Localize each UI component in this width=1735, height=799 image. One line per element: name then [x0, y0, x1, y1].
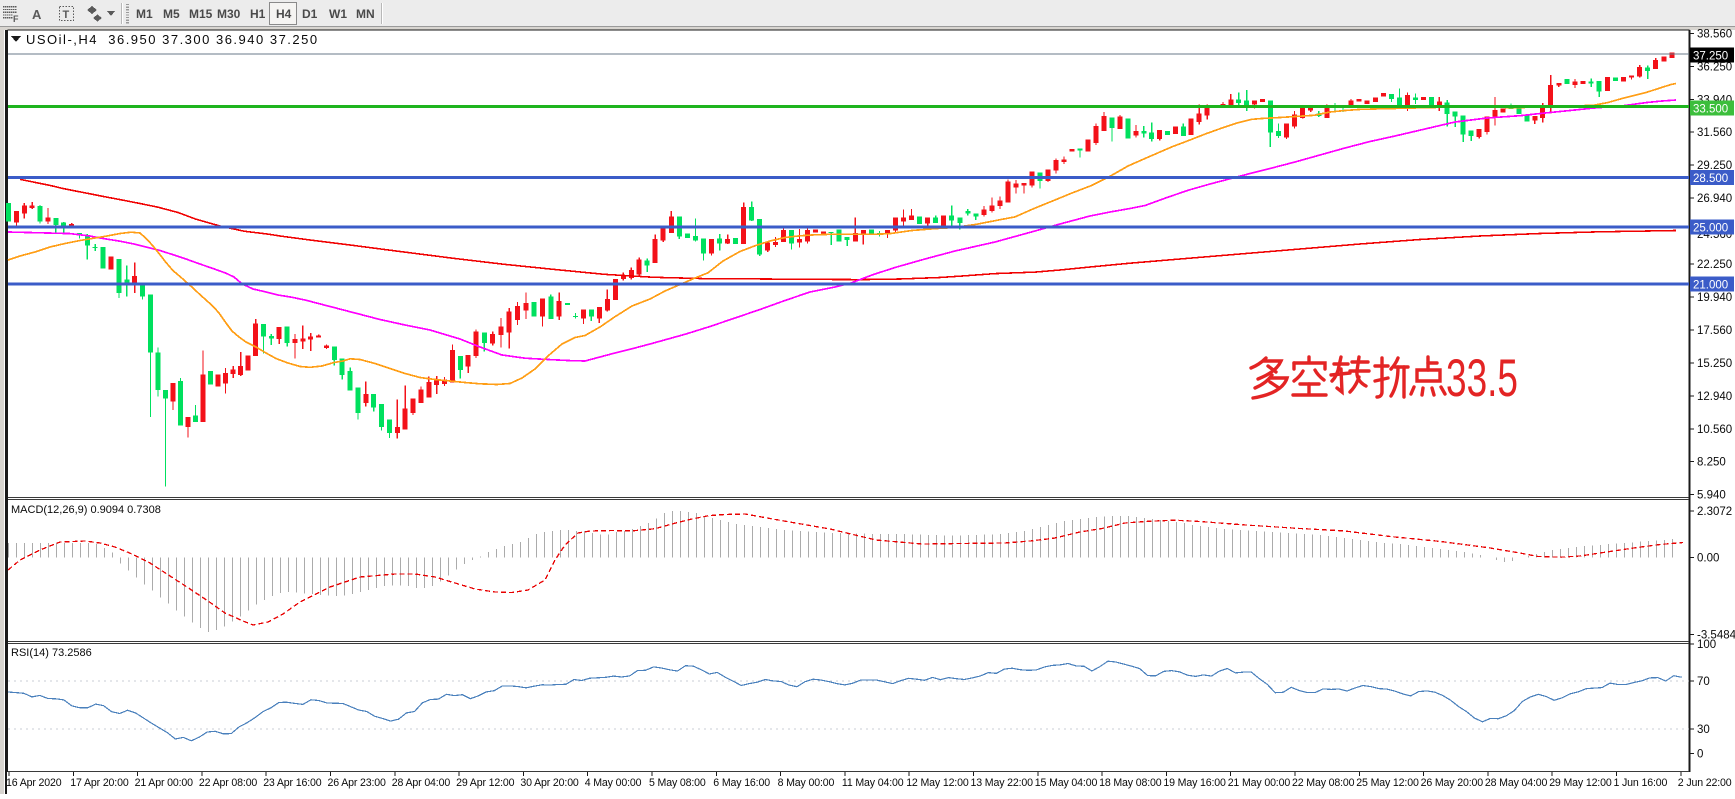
svg-text:25 May 12:00: 25 May 12:00 [1356, 777, 1419, 789]
svg-text:33.5: 33.5 [1446, 349, 1518, 408]
svg-text:30 Apr 20:00: 30 Apr 20:00 [520, 777, 579, 789]
svg-text:21 Apr 00:00: 21 Apr 00:00 [135, 777, 194, 789]
svg-text:0: 0 [1697, 749, 1703, 761]
svg-text:25.000: 25.000 [1693, 222, 1728, 234]
svg-text:15 May 04:00: 15 May 04:00 [1035, 777, 1098, 789]
svg-text:MN: MN [356, 7, 375, 21]
svg-text:H1: H1 [250, 7, 266, 21]
svg-text:18 May 08:00: 18 May 08:00 [1099, 777, 1162, 789]
svg-text:17 Apr 20:00: 17 Apr 20:00 [70, 777, 129, 789]
svg-text:4 May 00:00: 4 May 00:00 [585, 777, 642, 789]
svg-text:M1: M1 [136, 7, 153, 21]
svg-text:M15: M15 [189, 7, 213, 21]
svg-text:100: 100 [1697, 639, 1716, 651]
svg-text:15.250: 15.250 [1697, 358, 1732, 370]
svg-text:21 May 00:00: 21 May 00:00 [1228, 777, 1291, 789]
svg-text:M5: M5 [163, 7, 180, 21]
svg-text:USOil-,H4 36.950 37.300 36.94: USOil-,H4 36.950 37.300 36.940 37.250 [26, 32, 319, 47]
svg-text:M30: M30 [217, 7, 241, 21]
svg-text:16 Apr 2020: 16 Apr 2020 [6, 777, 62, 789]
svg-text:2 Jun 22:00: 2 Jun 22:00 [1678, 777, 1732, 789]
svg-text:29 May 12:00: 29 May 12:00 [1549, 777, 1612, 789]
svg-text:F: F [13, 14, 19, 24]
svg-text:29.250: 29.250 [1697, 160, 1732, 172]
svg-text:19.940: 19.940 [1697, 292, 1732, 304]
svg-text:6 May 16:00: 6 May 16:00 [713, 777, 770, 789]
svg-text:13 May 22:00: 13 May 22:00 [971, 777, 1034, 789]
svg-text:MACD(12,26,9) 0.9094 0.7308: MACD(12,26,9) 0.9094 0.7308 [11, 504, 161, 516]
svg-text:33.500: 33.500 [1693, 104, 1728, 116]
svg-text:22 May 08:00: 22 May 08:00 [1292, 777, 1355, 789]
svg-text:23 Apr 16:00: 23 Apr 16:00 [263, 777, 322, 789]
svg-text:21.000: 21.000 [1693, 279, 1728, 291]
svg-text:30: 30 [1697, 724, 1710, 736]
svg-text:29 Apr 12:00: 29 Apr 12:00 [456, 777, 515, 789]
svg-text:26 Apr 23:00: 26 Apr 23:00 [328, 777, 387, 789]
svg-text:-3.5484: -3.5484 [1697, 629, 1735, 641]
svg-text:26 May 20:00: 26 May 20:00 [1421, 777, 1484, 789]
svg-text:RSI(14) 73.2586: RSI(14) 73.2586 [11, 647, 92, 659]
svg-text:T: T [63, 9, 70, 21]
svg-text:1 Jun 16:00: 1 Jun 16:00 [1614, 777, 1668, 789]
svg-text:12.940: 12.940 [1697, 391, 1732, 403]
svg-text:10.560: 10.560 [1697, 424, 1732, 436]
svg-text:0.00: 0.00 [1697, 553, 1719, 565]
svg-text:12 May 12:00: 12 May 12:00 [906, 777, 969, 789]
svg-text:8.250: 8.250 [1697, 457, 1726, 469]
svg-text:36.250: 36.250 [1697, 61, 1732, 73]
svg-text:D1: D1 [302, 7, 318, 21]
svg-text:2.3072: 2.3072 [1697, 506, 1732, 518]
svg-text:W1: W1 [329, 7, 347, 21]
svg-text:A: A [32, 7, 42, 22]
svg-text:8 May 00:00: 8 May 00:00 [778, 777, 835, 789]
svg-text:22 Apr 08:00: 22 Apr 08:00 [199, 777, 258, 789]
svg-text:19 May 16:00: 19 May 16:00 [1163, 777, 1226, 789]
svg-text:5.940: 5.940 [1697, 490, 1726, 502]
svg-text:70: 70 [1697, 676, 1710, 688]
svg-text:H4: H4 [276, 7, 292, 21]
svg-text:5 May 08:00: 5 May 08:00 [649, 777, 706, 789]
svg-text:31.560: 31.560 [1697, 127, 1732, 139]
svg-text:38.560: 38.560 [1697, 28, 1732, 40]
svg-text:28 Apr 04:00: 28 Apr 04:00 [392, 777, 451, 789]
svg-text:28 May 04:00: 28 May 04:00 [1485, 777, 1548, 789]
svg-text:26.940: 26.940 [1697, 193, 1732, 205]
svg-text:28.500: 28.500 [1693, 173, 1728, 185]
svg-text:17.560: 17.560 [1697, 325, 1732, 337]
svg-text:11 May 04:00: 11 May 04:00 [842, 777, 904, 789]
svg-text:22.250: 22.250 [1697, 259, 1732, 271]
svg-text:37.250: 37.250 [1693, 51, 1728, 63]
